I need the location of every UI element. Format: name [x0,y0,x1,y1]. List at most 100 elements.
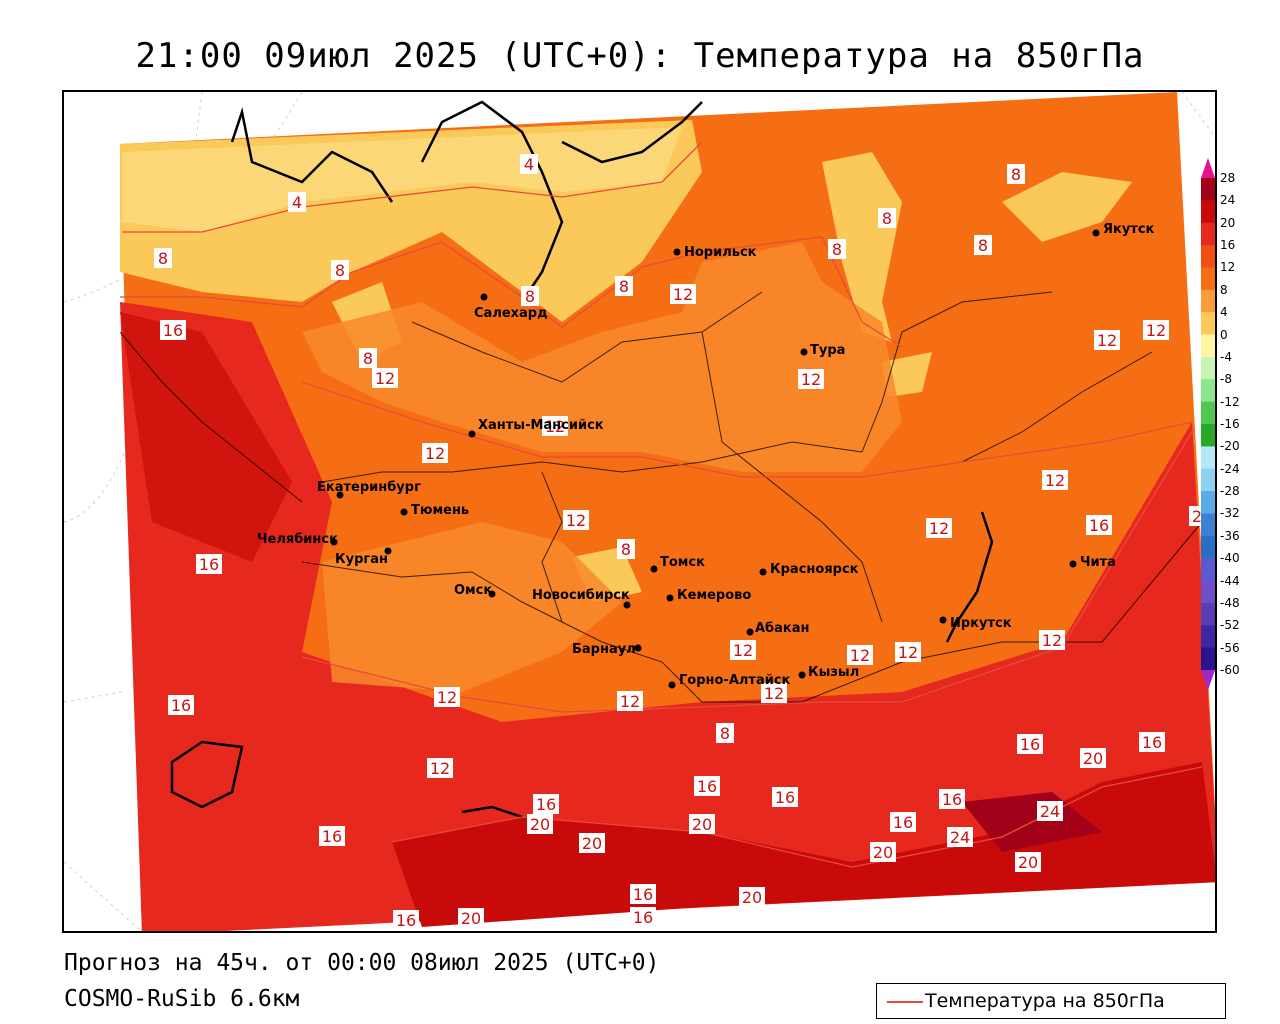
city-norilsk: Норильск [673,245,757,260]
isotherm-label: 16 [890,812,916,832]
isotherm-label: 16 [630,907,656,927]
colorbar-swatch [1201,513,1215,537]
colorbar-label: -48 [1220,595,1240,610]
isotherm-label: 12 [926,518,952,538]
city-irkutsk: Иркутск [939,616,1012,631]
isotherm-label: 12 [1042,470,1068,490]
svg-text:12: 12 [764,684,784,703]
colorbar-label: -8 [1220,372,1232,387]
svg-text:12: 12 [850,646,870,665]
city-novosibirsk: Новосибирск [532,588,631,609]
colorbar-swatch [1201,468,1215,492]
isotherm-label: 12 [1094,330,1120,350]
isotherm-label: 12 [563,510,589,530]
map-title: 21:00 09июл 2025 (UTC+0): Температура на… [135,36,1145,76]
isotherm-label: 16 [319,826,345,846]
svg-text:Тура: Тура [810,343,845,358]
svg-text:20: 20 [1018,853,1038,872]
city-khanty-mansiysk: Ханты-Мансийск [468,418,604,438]
svg-text:Абакан: Абакан [755,621,810,636]
colorbar-swatch [1201,222,1215,246]
isotherm-label: 16 [939,789,965,809]
svg-text:Горно-Алтайск: Горно-Алтайск [679,673,791,688]
isotherm-label: 12 [798,369,824,389]
svg-text:16: 16 [171,696,191,715]
svg-text:12: 12 [733,641,753,660]
colorbar-label: -24 [1220,461,1240,476]
svg-text:20: 20 [873,843,893,862]
svg-text:12: 12 [1146,321,1166,340]
isotherm-label: 8 [878,208,896,228]
colorbar-label: -36 [1220,528,1240,543]
colorbar-label: -32 [1220,506,1240,521]
svg-text:Екатеринбург: Екатеринбург [317,480,421,495]
svg-text:16: 16 [396,911,416,930]
city-omsk: Омск [454,583,496,598]
isotherm-label: 12 [542,416,568,436]
colorbar-label: -16 [1220,417,1240,431]
svg-text:Норильск: Норильск [684,245,757,260]
isotherm-label: 16 [168,695,194,715]
colorbar-label: -4 [1220,349,1232,364]
city-gorno-altaysk: Горно-Алтайск [668,673,791,689]
isotherm-label: 12 [895,642,921,662]
svg-text:8: 8 [621,540,631,559]
city-chita: Чита [1069,555,1116,570]
svg-text:12: 12 [425,444,445,463]
svg-text:16: 16 [322,827,342,846]
colorbar-swatch [1201,245,1215,268]
svg-text:8: 8 [720,724,730,743]
colorbar-swatch [1201,379,1215,403]
city-tomsk: Томск [650,555,705,573]
city-markers: Салехард Норильск Якутск Тура Ханты-Манс… [257,222,1155,689]
isotherm-label: 20 [1015,852,1041,872]
svg-text:16: 16 [697,777,717,796]
svg-text:8: 8 [619,277,629,296]
isotherm-labels: 4 4 8 8 8 8 8 8 8 8 8 8 8 12 12 12 12 12… [154,154,1215,930]
svg-text:12: 12 [1097,331,1117,350]
svg-text:Томск: Томск [660,555,705,570]
svg-text:8: 8 [525,287,535,306]
isotherm-label: 24 [1037,801,1063,821]
svg-text:16: 16 [199,555,219,574]
svg-text:20: 20 [461,909,481,928]
city-chelyabinsk: Челябинск [257,532,338,547]
svg-text:12: 12 [1042,631,1062,650]
colorbar-label: -60 [1220,663,1240,677]
forecast-info: Прогноз на 45ч. от 00:00 08июл 2025 (UTC… [64,950,660,976]
svg-text:12: 12 [566,511,586,530]
isotherm-label: 12 [670,284,696,304]
isotherm-label: 16 [694,776,720,796]
svg-text:Иркутск: Иркутск [950,616,1012,631]
svg-text:12: 12 [673,285,693,304]
isotherm-label: 20 [1080,748,1106,768]
svg-text:16: 16 [633,908,653,927]
colorbar-swatch [1201,178,1215,201]
svg-text:Ханты-Мансийск: Ханты-Мансийск [478,418,604,433]
city-yakutsk: Якутск [1092,222,1155,237]
isotherm-label: 16 [772,787,798,807]
colorbar-label: -28 [1220,484,1240,499]
colorbar-swatch [1201,334,1215,358]
colorbar-swatch [1201,289,1215,313]
svg-text:12: 12 [1045,471,1065,490]
colorbar [1201,158,1215,690]
svg-text:12: 12 [430,759,450,778]
isotherm-label: 4 [288,192,306,212]
svg-text:4: 4 [292,193,302,212]
svg-text:24: 24 [950,828,970,847]
svg-text:16: 16 [775,788,795,807]
svg-text:4: 4 [524,155,534,174]
svg-text:16: 16 [633,885,653,904]
svg-text:Омск: Омск [454,583,492,598]
city-tyumen: Тюмень [400,503,469,518]
colorbar-swatch [1201,312,1215,336]
svg-text:8: 8 [158,249,168,268]
svg-text:Кемерово: Кемерово [677,588,751,603]
isotherm-label: 12 [617,691,643,711]
isotherm-label: 24 [947,827,973,847]
isotherm-label: 20 [870,842,896,862]
isotherm-label: 16 [533,794,559,814]
svg-text:16: 16 [893,813,913,832]
svg-text:8: 8 [335,261,345,280]
